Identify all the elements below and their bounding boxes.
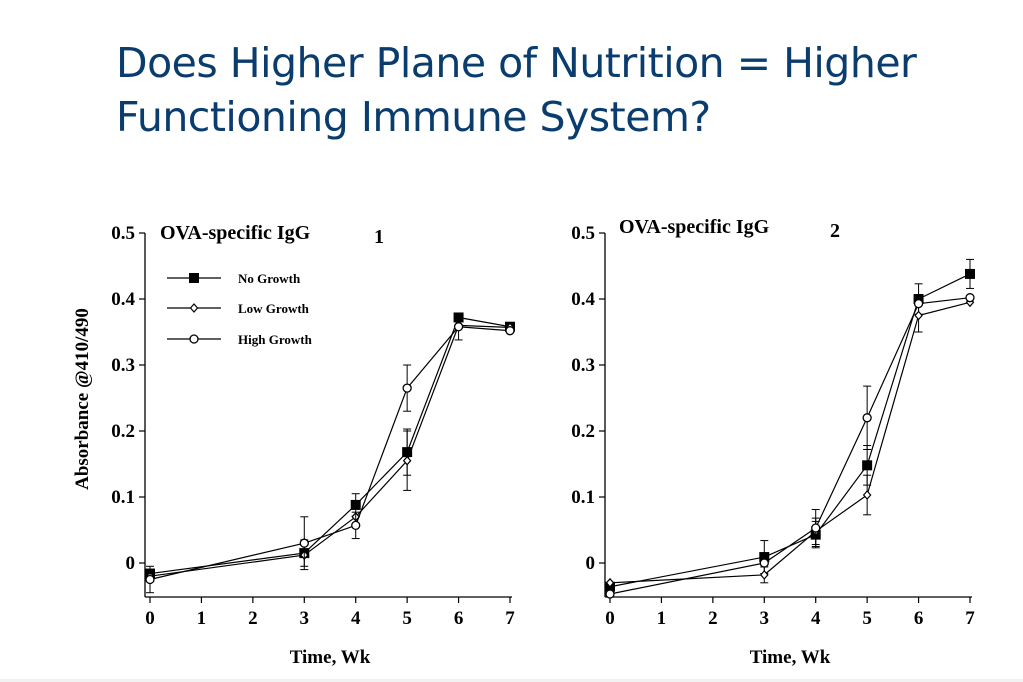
series-line [609, 273, 971, 588]
slide-title-line-1: Does Higher Plane of Nutrition = Higher [116, 39, 917, 87]
y-tick-label: 0.3 [571, 355, 595, 376]
series-low-growth [145, 320, 515, 582]
series-no-growth [605, 258, 975, 592]
data-point [862, 490, 872, 500]
y-tick-label: 0 [126, 553, 136, 574]
y-tick-label: 0.1 [571, 487, 595, 508]
y-tick-label: 0.4 [111, 289, 135, 310]
x-tick-label: 4 [351, 608, 361, 629]
series-high-growth [145, 313, 515, 594]
panel-number: 1 [374, 226, 384, 248]
legend-marker [189, 334, 199, 344]
data-point [759, 569, 769, 580]
legend-label: Low Growth [238, 301, 310, 316]
chart-panel-2: 0 0.1 0.2 0.3 0.4 0.5 0 1 2 3 4 5 6 7 Time, Wk OVA-spec… [571, 216, 975, 668]
chart-title: OVA-specific IgG [160, 222, 311, 244]
data-point [299, 538, 309, 548]
data-point [862, 413, 872, 423]
footer-divider [0, 679, 1023, 682]
data-point [453, 322, 464, 332]
data-point [605, 577, 615, 588]
data-point [505, 326, 515, 336]
x-tick-label: 0 [145, 608, 155, 629]
series-no-growth [145, 312, 515, 579]
series-line [149, 326, 511, 581]
chart-panel-1: 0 0.1 0.2 0.3 0.4 0.5 0 1 2 3 4 5 6 7 Time, Wk Absorban… [72, 222, 515, 668]
legend-label: High Growth [238, 332, 313, 347]
x-axis-label: Time, Wk [290, 647, 371, 668]
y-tick-label: 0.2 [571, 421, 595, 442]
legend-marker [189, 303, 199, 313]
x-tick-label: 3 [760, 608, 770, 629]
data-point [811, 523, 821, 533]
data-point [965, 268, 975, 279]
slide-title-line-2: Functioning Immune System? [116, 93, 711, 141]
data-point [402, 383, 412, 393]
legend-marker [189, 273, 199, 283]
y-tick-label: 0.4 [571, 289, 595, 310]
panel-number: 2 [830, 220, 840, 242]
x-tick-label: 5 [402, 608, 412, 629]
x-tick-label: 2 [708, 608, 718, 629]
y-tick-label: 0.5 [111, 223, 135, 244]
series-low-growth [605, 297, 975, 588]
x-tick-label: 7 [965, 608, 975, 629]
y-tick-label: 0.2 [111, 421, 135, 442]
data-point [402, 455, 412, 466]
x-tick-label: 5 [862, 608, 872, 629]
data-point [759, 558, 769, 568]
y-tick-label: 0 [586, 553, 596, 574]
data-point [914, 310, 923, 321]
series-high-growth [605, 293, 975, 599]
slide-title: Does Higher Plane of Nutrition = Higher … [116, 36, 996, 144]
series-line [149, 324, 511, 577]
x-tick-label: 1 [657, 608, 667, 629]
series-line [609, 301, 971, 584]
data-point [350, 499, 361, 510]
x-tick-label: 4 [811, 608, 821, 629]
y-tick-label: 0.3 [111, 355, 135, 376]
series-line [149, 316, 511, 575]
data-point [862, 460, 873, 471]
chart-title: OVA-specific IgG [619, 216, 770, 238]
data-point [913, 298, 924, 309]
x-tick-label: 6 [454, 608, 464, 629]
y-tick-label: 0.1 [111, 487, 135, 508]
data-point [965, 293, 975, 303]
y-axis-label: Absorbance @410/490 [72, 308, 93, 490]
legend-label: No Growth [238, 271, 301, 286]
y-tick-label: 0.5 [571, 223, 595, 244]
x-tick-label: 7 [505, 608, 515, 629]
x-axis-label: Time, Wk [750, 647, 831, 668]
data-point [145, 574, 155, 585]
data-point [605, 589, 615, 599]
x-tick-label: 1 [197, 608, 207, 629]
x-tick-label: 0 [605, 608, 615, 629]
x-tick-label: 2 [248, 608, 258, 629]
legend: No Growth Low Growth High Growth [167, 271, 313, 347]
x-tick-label: 3 [300, 608, 310, 629]
series-line [609, 297, 971, 595]
data-point [351, 520, 361, 531]
x-tick-label: 6 [914, 608, 924, 629]
